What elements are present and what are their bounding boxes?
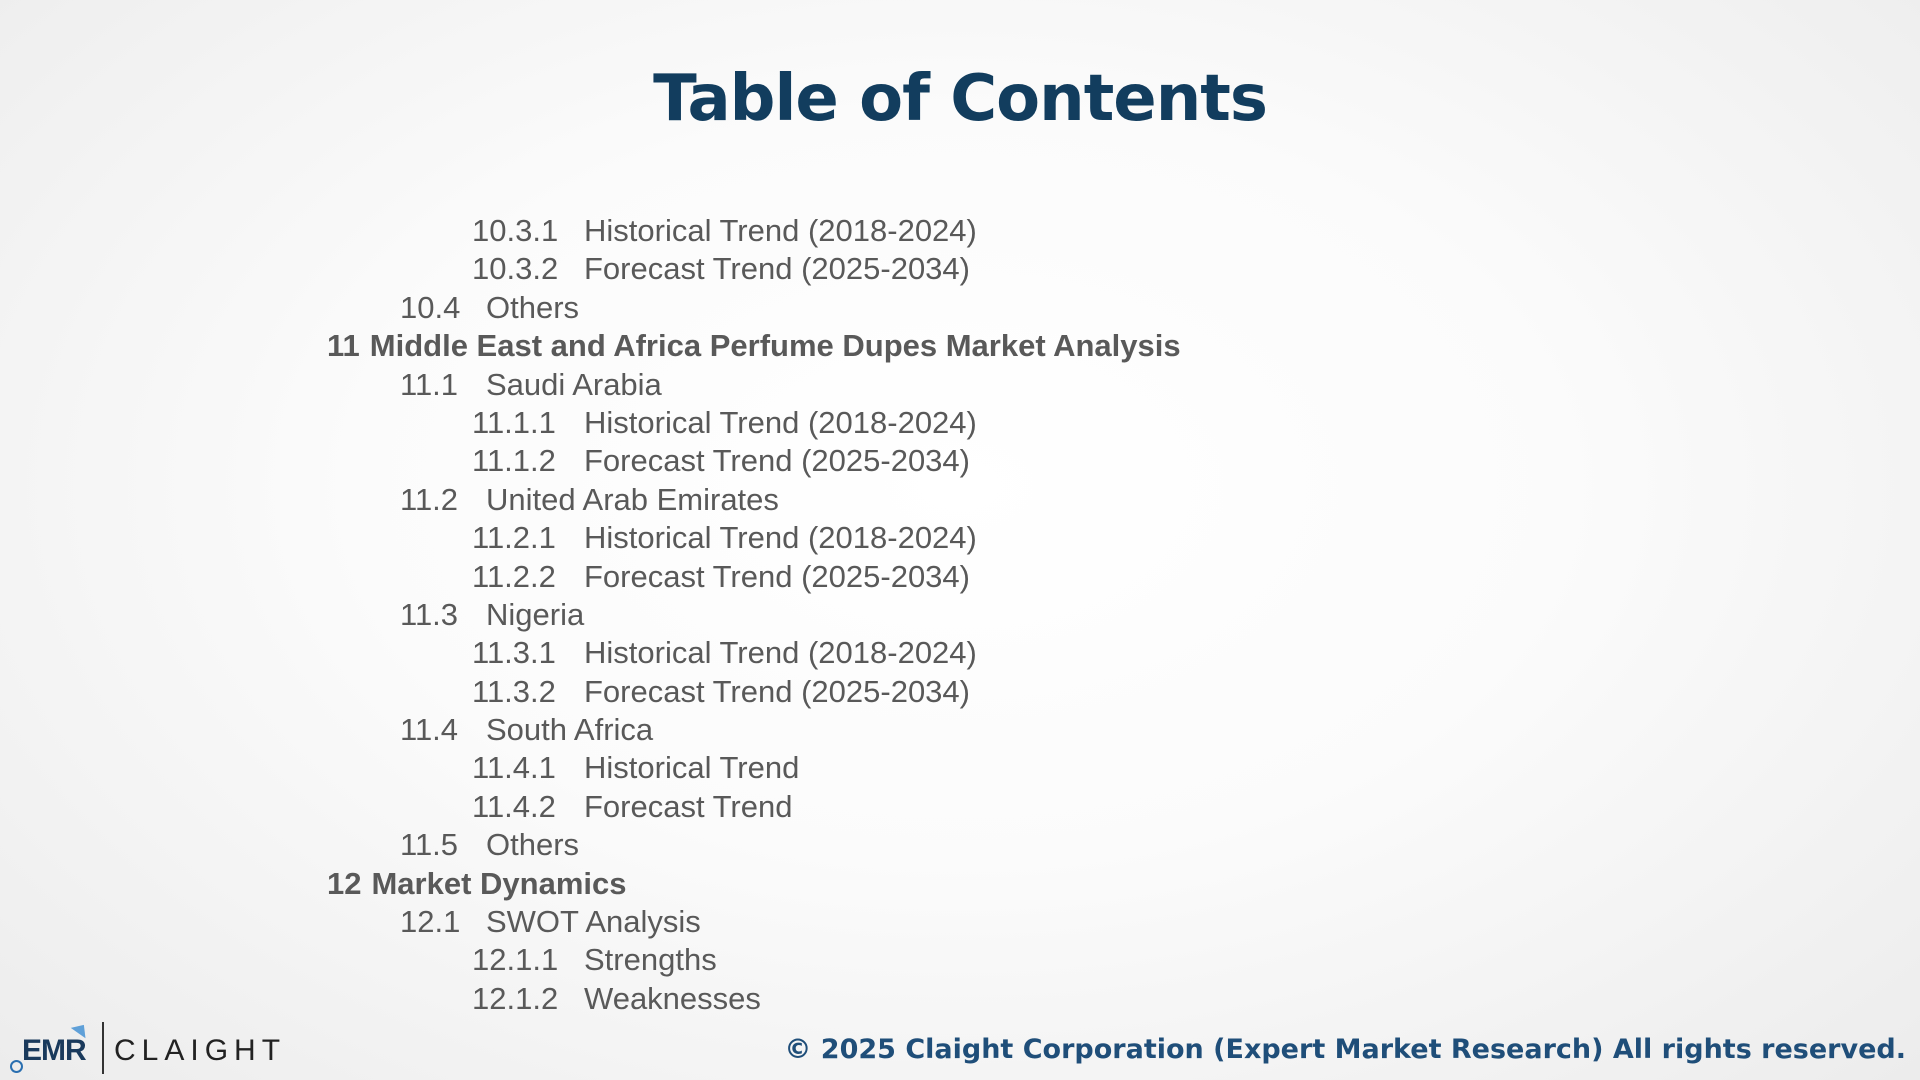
toc-entry-number: 11.2.1 — [472, 520, 556, 556]
toc-entry: 10.3.1 Historical Trend (2018-2024) — [327, 212, 1627, 250]
toc-entry: 11.2 United Arab Emirates — [327, 481, 1627, 519]
toc-entry-number: 12.1.2 — [472, 980, 559, 1016]
toc-entry-number: 11.3.2 — [472, 673, 556, 709]
toc-entry-text: Strengths — [584, 942, 717, 978]
toc-entry-number: 11.1 — [400, 366, 459, 402]
toc-entry-number: 11.4.1 — [472, 750, 556, 786]
toc-entry-number: 11.3.1 — [472, 635, 556, 671]
toc-entry-number: 11.1.1 — [472, 404, 556, 440]
toc-entry-text: Forecast Trend — [584, 788, 793, 824]
toc-entry: 11.1.2 Forecast Trend (2025-2034) — [327, 442, 1627, 480]
toc-entry-text: Forecast Trend (2025-2034) — [584, 673, 970, 709]
company-logo: EMR CLAIGHT — [10, 1018, 310, 1078]
logo-emr-text: EMR — [22, 1034, 87, 1067]
toc-entry: 10.3.2 Forecast Trend (2025-2034) — [327, 250, 1627, 288]
toc-entry-text: Historical Trend (2018-2024) — [584, 635, 977, 671]
toc-entry-number: 12.1 — [400, 904, 461, 940]
toc-entry: 11.4.1 Historical Trend — [327, 749, 1627, 787]
toc-entry-number: 12.1.1 — [472, 942, 559, 978]
logo-divider — [102, 1022, 104, 1074]
toc-section-heading: 11 Middle East and Africa Perfume Dupes M… — [327, 327, 1627, 365]
toc-entry-number: 11.3 — [400, 596, 459, 632]
toc-entry-text: Others — [486, 289, 580, 325]
toc-entry-text: Forecast Trend (2025-2034) — [584, 251, 970, 287]
toc-entry: 11.2.1 Historical Trend (2018-2024) — [327, 519, 1627, 557]
toc-entry-number: 10.3.1 — [472, 213, 559, 248]
toc-entry: 11.5 Others — [327, 826, 1627, 864]
toc-entry: 11.1 Saudi Arabia — [327, 366, 1627, 404]
toc-entry: 11.3.2 Forecast Trend (2025-2034) — [327, 673, 1627, 711]
toc-entry-text: United Arab Emirates — [486, 481, 779, 517]
toc-entry: 10.4 Others — [327, 289, 1627, 327]
toc-entry-number: 11.2 — [400, 481, 459, 517]
logo-claight-text: CLAIGHT — [114, 1034, 287, 1067]
toc-entry-text: Middle East and Africa Perfume Dupes Mar… — [369, 328, 1181, 364]
toc-entry-text: Historical Trend (2018-2024) — [584, 213, 977, 248]
toc-entry-text: South Africa — [486, 712, 654, 748]
toc-entry: 11.3.1 Historical Trend (2018-2024) — [327, 634, 1627, 672]
toc-entry-number: 12 — [327, 865, 362, 901]
toc-entry-text: Saudi Arabia — [486, 366, 662, 402]
toc-entry-text: Forecast Trend (2025-2034) — [584, 558, 970, 594]
toc-entry-text: Nigeria — [486, 596, 585, 632]
toc-entry-text: Others — [486, 827, 580, 863]
toc-entry-text: Historical Trend (2018-2024) — [584, 520, 977, 556]
toc-entry: 12.1 SWOT Analysis — [327, 903, 1627, 941]
toc-section-heading: 12 Market Dynamics — [327, 865, 1627, 903]
toc-entry-number: 10.3.2 — [472, 251, 559, 287]
toc-entry-number: 11.1.2 — [472, 443, 556, 479]
toc-entry-number: 11.4 — [400, 712, 459, 748]
logo-circle-icon — [10, 1060, 23, 1073]
toc-entry: 12.1.2 Weaknesses — [327, 980, 1627, 1018]
toc-entry-number: 11.4.2 — [472, 788, 556, 824]
toc-entry-number: 11.5 — [400, 827, 459, 863]
toc-entry-text: Historical Trend (2018-2024) — [584, 404, 977, 440]
page-title: Table of Contents — [653, 62, 1268, 136]
toc-entry-text: Historical Trend — [584, 750, 800, 786]
toc-entry: 12.1.1 Strengths — [327, 941, 1627, 979]
toc-list: 10.3.1 Historical Trend (2018-2024) 10.3.2… — [327, 212, 1627, 1018]
toc-entry-text: Forecast Trend (2025-2034) — [584, 443, 970, 479]
toc-entry: 11.3 Nigeria — [327, 596, 1627, 634]
toc-entry: 11.1.1 Historical Trend (2018-2024) — [327, 404, 1627, 442]
toc-entry: 11.4 South Africa — [327, 711, 1627, 749]
toc-entry-text: Market Dynamics — [371, 865, 627, 901]
toc-entry: 11.4.2 Forecast Trend — [327, 788, 1627, 826]
toc-entry-number: 11 — [327, 328, 360, 364]
copyright-notice: © 2025 Claight Corporation (Expert Marke… — [784, 1034, 1906, 1065]
toc-entry: 11.2.2 Forecast Trend (2025-2034) — [327, 558, 1627, 596]
toc-entry-number: 10.4 — [400, 289, 461, 325]
toc-entry-text: Weaknesses — [584, 980, 761, 1016]
toc-entry-number: 11.2.2 — [472, 558, 556, 594]
toc-entry-text: SWOT Analysis — [486, 904, 701, 940]
